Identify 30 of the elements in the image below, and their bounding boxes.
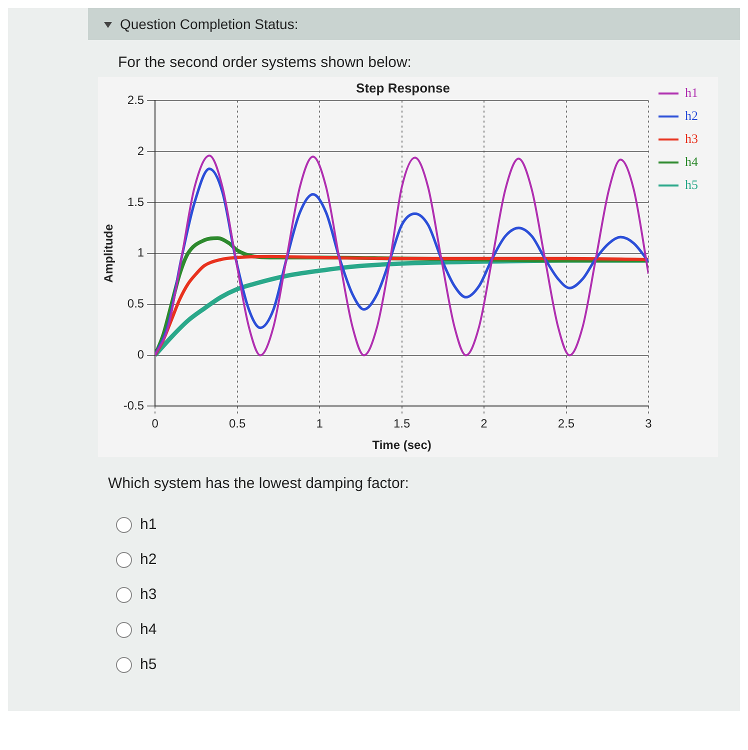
text: h5 [140, 656, 157, 673]
y-tick-label: 2 [137, 144, 144, 158]
y-axis-title: Amplitude [102, 224, 116, 283]
x-axis-title: Time (sec) [372, 438, 432, 452]
x-tick-label: 0.5 [228, 416, 246, 431]
y-tick-label: 0.5 [127, 296, 144, 311]
text: Question Completion Status: [120, 16, 298, 32]
y-tick-label: -0.5 [123, 398, 144, 413]
text: For the second order systems shown below: [118, 54, 412, 71]
x-tick-label: 1.5 [393, 416, 410, 431]
text: h3 [140, 586, 157, 603]
y-tick-label: 2.5 [127, 92, 144, 107]
y-tick-label: 0 [137, 348, 144, 362]
text: Which system has the lowest damping factor: [108, 475, 410, 492]
x-tick-label: 2 [480, 416, 488, 431]
y-tick-label: 1.5 [127, 194, 144, 209]
x-tick-label: 0 [152, 416, 159, 431]
chart-title: Step Response [356, 80, 450, 96]
x-tick-label: 1 [316, 416, 324, 431]
y-tick-label: 1 [137, 246, 144, 260]
legend-label: h3 [685, 130, 698, 146]
x-tick-label: 2.5 [558, 416, 575, 431]
text: h2 [140, 551, 157, 568]
text: h1 [140, 516, 157, 533]
legend-label: h1 [685, 84, 698, 100]
legend-label: h2 [685, 108, 698, 123]
legend-label: h5 [685, 176, 698, 192]
text: h4 [140, 621, 157, 638]
legend-label: h4 [685, 154, 698, 169]
x-tick-label: 3 [645, 416, 652, 431]
